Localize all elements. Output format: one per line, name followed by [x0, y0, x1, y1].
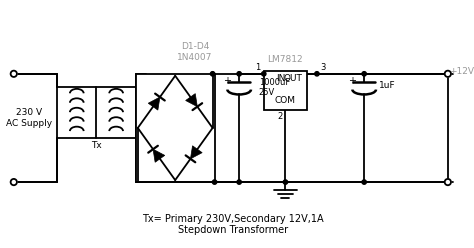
- Circle shape: [10, 71, 17, 77]
- Polygon shape: [148, 97, 160, 110]
- Text: +12V: +12V: [449, 67, 474, 76]
- Circle shape: [210, 72, 215, 76]
- Text: OUT: OUT: [284, 74, 303, 83]
- Circle shape: [445, 71, 451, 77]
- Text: LM7812: LM7812: [268, 55, 303, 63]
- Text: Tx= Primary 230V,Secondary 12V,1A
Stepdown Transformer: Tx= Primary 230V,Secondary 12V,1A Stepdo…: [143, 214, 324, 235]
- Polygon shape: [186, 93, 197, 107]
- Circle shape: [315, 72, 319, 76]
- Bar: [136, 74, 215, 182]
- Circle shape: [262, 72, 266, 76]
- Circle shape: [237, 72, 241, 76]
- Bar: [264, 71, 307, 110]
- Text: 3: 3: [320, 63, 326, 72]
- Circle shape: [362, 180, 366, 184]
- Text: +: +: [348, 76, 356, 86]
- Text: D1-D4
1N4007: D1-D4 1N4007: [177, 42, 212, 62]
- Text: Tx: Tx: [91, 141, 102, 150]
- Circle shape: [283, 180, 288, 184]
- Circle shape: [445, 179, 451, 185]
- Polygon shape: [153, 149, 165, 162]
- Polygon shape: [191, 146, 202, 159]
- Circle shape: [10, 179, 17, 185]
- Text: 1uF: 1uF: [379, 81, 396, 90]
- Circle shape: [362, 72, 366, 76]
- Bar: [57, 87, 136, 138]
- Text: 2: 2: [277, 112, 282, 121]
- Text: 230 V
AC Supply: 230 V AC Supply: [7, 108, 53, 128]
- Text: 1000uF
25V: 1000uF 25V: [259, 78, 290, 97]
- Circle shape: [237, 180, 241, 184]
- Text: 1: 1: [255, 63, 261, 72]
- Text: IN: IN: [276, 74, 285, 83]
- Text: +: +: [223, 76, 231, 86]
- Circle shape: [212, 180, 217, 184]
- Text: COM: COM: [275, 96, 296, 105]
